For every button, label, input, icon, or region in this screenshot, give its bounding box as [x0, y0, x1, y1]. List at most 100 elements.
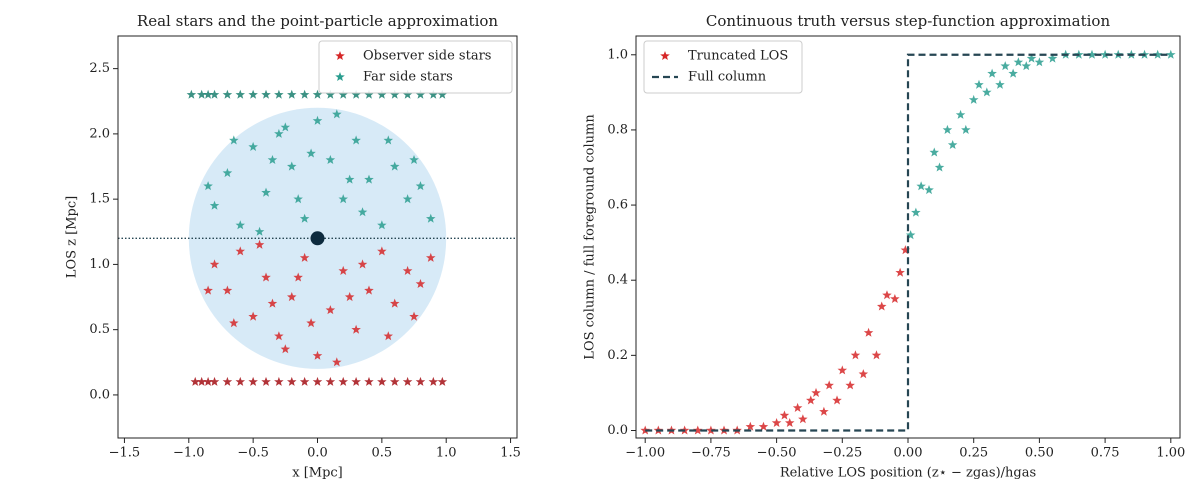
- star-point: [390, 161, 400, 171]
- star-point: [806, 395, 816, 405]
- star-point: [1026, 53, 1037, 63]
- star-point: [1021, 61, 1031, 71]
- star-point: [332, 109, 342, 119]
- star-point: [229, 318, 239, 328]
- star-point: [982, 87, 992, 97]
- star-point: [186, 89, 197, 99]
- star-point: [344, 174, 355, 184]
- star-point: [1000, 61, 1010, 71]
- star-point: [390, 376, 400, 386]
- star-point: [882, 290, 892, 300]
- star-point: [344, 292, 355, 302]
- star-point: [299, 213, 310, 223]
- star-point: [900, 245, 911, 255]
- star-point: [947, 140, 958, 149]
- star-point: [357, 259, 368, 269]
- chart-title: Real stars and the point-particle approx…: [137, 12, 498, 30]
- star-point: [798, 414, 808, 424]
- x-tick-label: −0.5: [237, 446, 269, 461]
- star-point: [890, 294, 900, 303]
- star-point: [222, 89, 233, 99]
- star-point: [961, 124, 971, 134]
- star-point: [895, 267, 905, 277]
- star-point: [364, 376, 374, 386]
- star-point: [299, 89, 310, 99]
- x-tick-label: 0.5: [372, 446, 393, 461]
- star-point: [274, 331, 284, 341]
- star-point: [402, 89, 413, 99]
- star-point: [383, 331, 393, 341]
- star-point: [987, 68, 997, 78]
- star-point: [877, 301, 887, 311]
- star-point: [785, 418, 795, 427]
- star-point: [338, 89, 348, 99]
- star-point: [402, 376, 413, 386]
- star-point: [364, 285, 374, 295]
- axes-frame: [635, 35, 1181, 439]
- star-point: [293, 272, 303, 282]
- star-point: [1047, 53, 1058, 63]
- star-point: [409, 311, 419, 321]
- y-tick-label: 0.0: [89, 387, 110, 402]
- star-point: [351, 376, 361, 386]
- legend-marker: [335, 72, 345, 81]
- star-point: [338, 376, 348, 386]
- star-point: [402, 265, 413, 275]
- star-point: [1034, 57, 1045, 67]
- star-point: [929, 147, 939, 157]
- star-point: [924, 185, 934, 195]
- star-point: [287, 161, 297, 171]
- star-point: [261, 376, 271, 386]
- star-point: [248, 376, 258, 386]
- x-tick-label: −1.5: [109, 446, 141, 461]
- star-point: [845, 380, 855, 390]
- star-point: [287, 376, 297, 386]
- y-tick-label: 0.8: [607, 122, 628, 137]
- star-point: [415, 89, 426, 99]
- star-point: [1166, 49, 1176, 59]
- star-point: [254, 226, 265, 236]
- star-point: [312, 89, 323, 99]
- star-point: [364, 174, 374, 184]
- star-point: [706, 425, 716, 435]
- star-point: [267, 155, 278, 164]
- star-point: [934, 162, 945, 172]
- star-point: [325, 155, 336, 164]
- star-point: [364, 89, 374, 99]
- star-point: [235, 89, 245, 99]
- star-point: [235, 376, 245, 386]
- star-point: [824, 380, 834, 390]
- star-point: [351, 324, 361, 334]
- x-axis-label: x [Mpc]: [292, 466, 343, 481]
- legend-label: Full column: [688, 70, 767, 85]
- star-point: [203, 376, 213, 386]
- star-point: [693, 425, 703, 435]
- star-point: [968, 94, 979, 104]
- star-point: [299, 376, 310, 386]
- legend-label: Observer side stars: [363, 49, 491, 64]
- star-point: [196, 376, 207, 386]
- star-point: [209, 200, 220, 210]
- plot-area: [640, 49, 1176, 435]
- axes-frame: [117, 35, 518, 439]
- star-point: [758, 421, 769, 431]
- star-point: [209, 89, 220, 99]
- star-point: [267, 298, 278, 308]
- legend-label: Truncated LOS: [688, 49, 788, 64]
- star-point: [312, 350, 323, 360]
- star-point: [325, 376, 336, 386]
- star-point: [306, 148, 316, 158]
- star-point: [248, 141, 258, 151]
- x-axis-label: Relative LOS position (z⋆ − zgas)/hgas: [780, 466, 1036, 481]
- y-tick-label: 0.4: [607, 273, 628, 288]
- y-axis-label: LOS column / full foreground column: [583, 114, 598, 360]
- star-point: [261, 187, 271, 197]
- star-point: [955, 109, 966, 119]
- star-point: [332, 357, 342, 367]
- star-point: [235, 246, 245, 256]
- star-point: [426, 213, 436, 223]
- legend-label: Far side stars: [363, 70, 453, 85]
- x-tick-label: −0.25: [822, 446, 862, 461]
- star-point: [415, 279, 426, 288]
- star-point: [351, 135, 361, 145]
